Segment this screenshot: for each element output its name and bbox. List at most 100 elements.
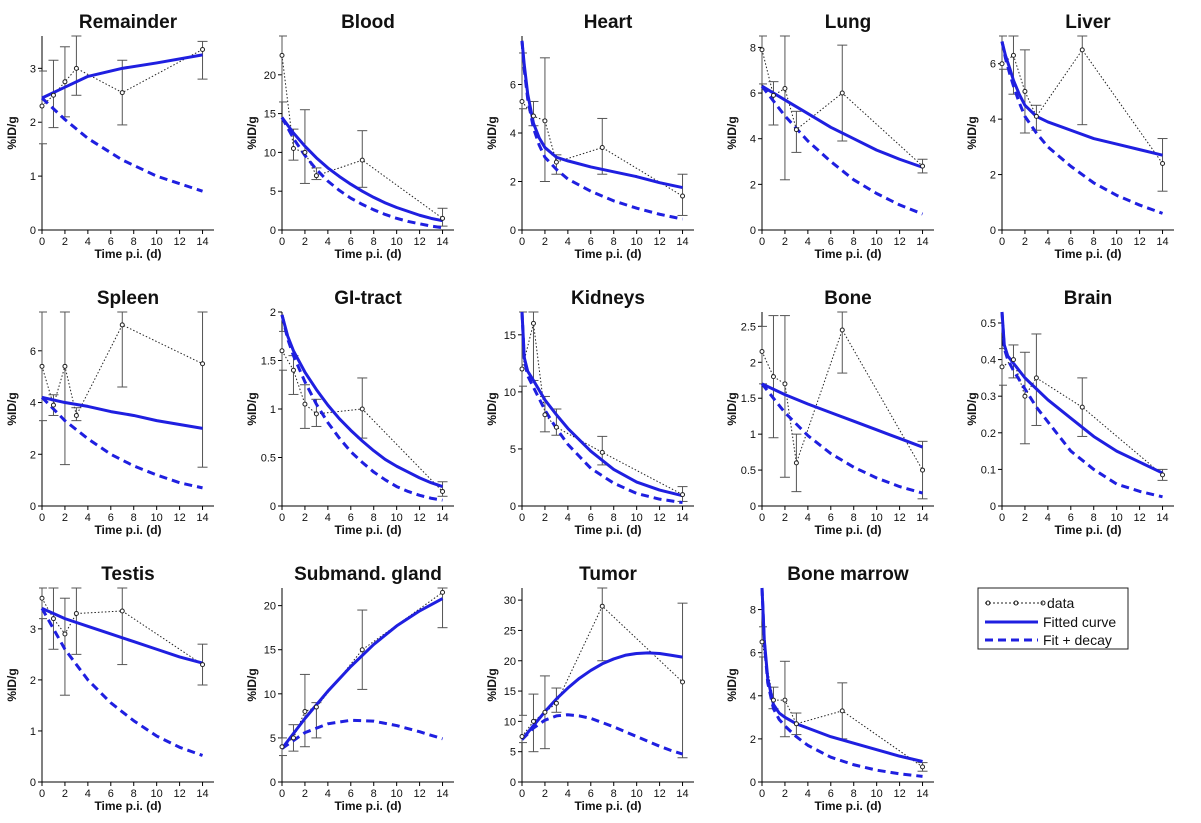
x-tick-label-8: 0 [759, 512, 765, 524]
data-point-7 [530, 320, 536, 326]
plot-series-4 [999, 35, 1168, 215]
fit-decay-curve-3 [760, 85, 924, 216]
x-tick-label-1: 8 [371, 236, 377, 248]
x-tick-label-2: 0 [519, 236, 525, 248]
data-point-10 [73, 611, 79, 617]
y-axis-label-3: %ID/g [725, 116, 739, 149]
plot-series-3 [759, 35, 928, 216]
panel-title-11: Submand. gland [294, 564, 442, 585]
data-point-3 [839, 90, 845, 96]
x-tick-label-2: 6 [588, 236, 594, 248]
data-point-12 [599, 603, 605, 609]
x-tick-label-9: 8 [1091, 512, 1097, 524]
x-tick-label-9: 14 [1156, 512, 1168, 524]
data-line-6 [281, 350, 443, 492]
y-tick-label-0: 1 [30, 171, 36, 183]
x-tick-label-7: 2 [542, 512, 548, 524]
plot-series-11 [279, 587, 448, 757]
x-tick-label-4: 4 [1045, 236, 1051, 248]
y-axis-label-9: %ID/g [965, 392, 979, 425]
data-point-7 [519, 366, 525, 372]
y-tick-label-2: 6 [510, 80, 516, 92]
y-tick-label-4: 6 [990, 59, 996, 71]
data-point-2 [680, 193, 686, 199]
x-tick-label-13: 8 [851, 788, 857, 800]
data-point-10 [200, 662, 206, 668]
y-tick-label-9: 0.2 [981, 428, 996, 440]
y-tick-label-4: 2 [990, 170, 996, 182]
x-axis-label-12: Time p.i. (d) [574, 799, 641, 813]
data-line-7 [521, 323, 683, 496]
fitted-curve-11 [280, 597, 444, 750]
y-tick-label-5: 0 [30, 501, 36, 513]
x-tick-label-12: 0 [519, 788, 525, 800]
data-point-4 [1022, 88, 1028, 94]
panel-12: Tumor 0 2 4 6 8 10 12 14 0 5 10 15 20 25 30 Time p.i. (d… [485, 564, 694, 813]
data-point-13 [770, 697, 776, 703]
data-point-3 [793, 127, 799, 133]
data-point-1 [290, 146, 296, 152]
x-tick-label-5: 2 [62, 512, 68, 524]
x-tick-label-3: 14 [916, 236, 928, 248]
data-point-7 [542, 412, 548, 418]
x-tick-label-10: 10 [151, 788, 163, 800]
fit-decay-curve-1 [280, 116, 443, 230]
x-tick-label-4: 14 [1156, 236, 1168, 248]
x-tick-label-12: 8 [611, 788, 617, 800]
plot-series-7 [519, 311, 688, 505]
y-tick-label-13: 2 [750, 734, 756, 746]
plot-series-0 [39, 35, 208, 193]
x-tick-label-2: 10 [631, 236, 643, 248]
data-point-12 [553, 700, 559, 706]
x-tick-label-0: 4 [85, 236, 91, 248]
plot-series-2 [519, 40, 688, 221]
plot-series-6 [279, 314, 448, 502]
data-point-1 [279, 52, 285, 58]
plot-series-5 [39, 311, 208, 490]
y-tick-label-11: 0 [270, 777, 276, 789]
data-point-11 [279, 744, 285, 750]
fit-decay-curve-5 [40, 396, 203, 490]
y-tick-label-3: 6 [750, 88, 756, 100]
x-tick-label-11: 4 [325, 788, 331, 800]
x-tick-label-0: 0 [39, 236, 45, 248]
data-point-8 [770, 374, 776, 380]
x-tick-label-5: 4 [85, 512, 91, 524]
y-tick-label-12: 15 [504, 686, 516, 698]
y-tick-label-4: 0 [990, 225, 996, 237]
x-axis-label-1: Time p.i. (d) [334, 247, 401, 261]
panel-title-6: GI-tract [334, 288, 402, 309]
x-tick-label-11: 2 [302, 788, 308, 800]
y-tick-label-10: 3 [30, 624, 36, 636]
y-tick-label-12: 0 [510, 777, 516, 789]
y-tick-label-1: 20 [264, 70, 276, 82]
x-tick-label-10: 12 [173, 788, 185, 800]
panel-title-8: Bone [824, 288, 872, 309]
y-tick-label-1: 0 [270, 225, 276, 237]
y-tick-label-5: 6 [30, 346, 36, 358]
x-tick-label-7: 4 [565, 512, 571, 524]
x-axis-label-0: Time p.i. (d) [94, 247, 161, 261]
data-point-12 [680, 679, 686, 685]
x-tick-label-13: 6 [828, 788, 834, 800]
x-tick-label-9: 0 [999, 512, 1005, 524]
fitted-curve-0 [41, 53, 203, 100]
data-point-11 [359, 647, 365, 653]
y-tick-label-2: 4 [510, 128, 516, 140]
panel-1: Blood 0 2 4 6 8 10 12 14 0 5 10 15 20 Time p.i. (d) %ID… [245, 12, 454, 261]
y-tick-label-10: 1 [30, 726, 36, 738]
y-tick-label-9: 0.4 [981, 355, 996, 367]
x-tick-label-5: 8 [131, 512, 137, 524]
data-point-9 [1022, 393, 1028, 399]
x-tick-label-0: 2 [62, 236, 68, 248]
fitted-curve-6 [280, 314, 444, 489]
y-tick-label-9: 0 [990, 501, 996, 513]
x-tick-label-5: 0 [39, 512, 45, 524]
y-axis-label-1: %ID/g [245, 116, 259, 149]
data-point-7 [553, 424, 559, 430]
x-tick-label-2: 14 [676, 236, 688, 248]
x-tick-label-5: 10 [151, 512, 163, 524]
x-tick-label-0: 6 [108, 236, 114, 248]
